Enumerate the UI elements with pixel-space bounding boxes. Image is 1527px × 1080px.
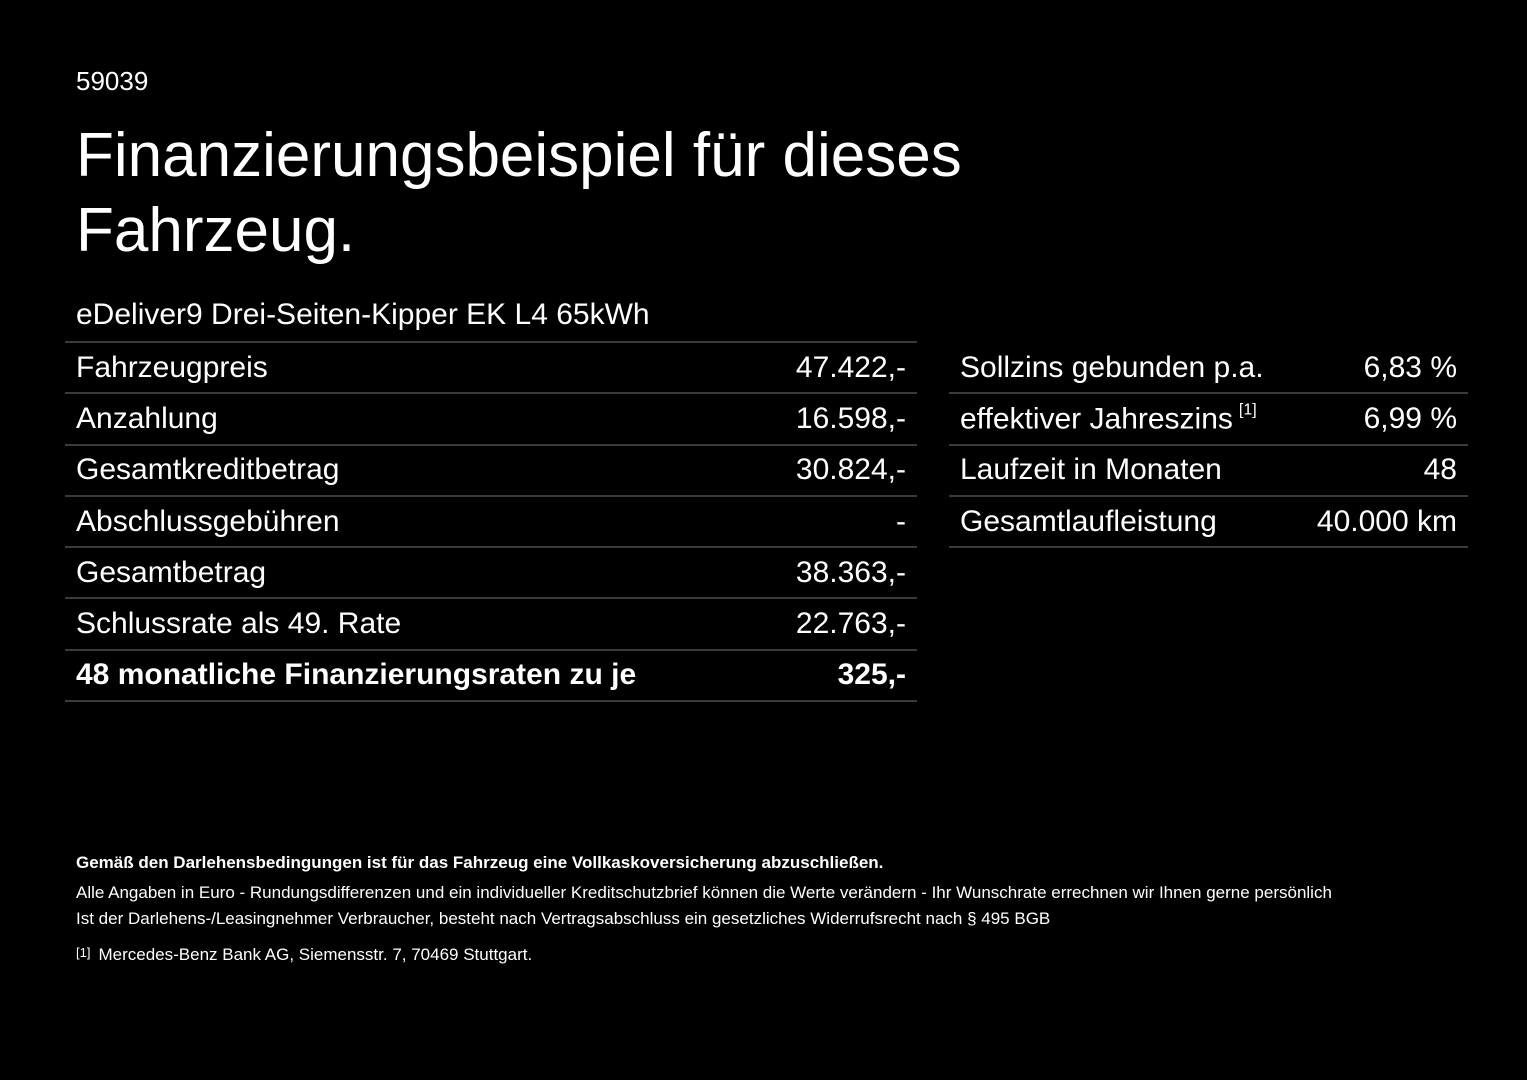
row-value: - (896, 504, 906, 538)
insurance-notice: Gemäß den Darlehensbedingungen ist für d… (76, 853, 884, 872)
table-row: Abschlussgebühren - (65, 497, 917, 549)
row-label: Anzahlung (76, 401, 218, 435)
row-label: 48 monatliche Finanzierungsraten zu je (76, 658, 637, 692)
row-value: 16.598,- (795, 401, 906, 435)
title: Finanzierungsbeispiel für dieses Fahrzeu… (76, 121, 962, 265)
row-label: Fahrzeugpreis (76, 350, 268, 384)
table-row: Laufzeit in Monaten 48 (949, 446, 1468, 497)
disclaimer: Ist der Darlehens-/Leasingnehmer Verbrau… (76, 909, 1051, 928)
vehicle-name: eDeliver9 Drei-Seiten-Kipper EK L4 65kWh (76, 298, 650, 331)
row-value: 30.824,- (795, 453, 906, 487)
footnote-ref: [1] (1238, 401, 1257, 419)
table-row: Sollzins gebunden p.a. 6,83 % (949, 343, 1468, 395)
row-label: Gesamtkreditbetrag (76, 453, 340, 487)
row-label: Sollzins gebunden p.a. (960, 350, 1264, 384)
row-value: 6,99 % (1363, 401, 1457, 435)
row-value: 6,83 % (1363, 350, 1457, 384)
row-label: effektiver Jahreszins [1] (960, 401, 1257, 436)
row-value: 47.422,- (795, 350, 906, 384)
row-label: Schlussrate als 49. Rate (76, 607, 402, 641)
table-row: 48 monatliche Finanzierungsraten zu je 32… (65, 651, 917, 703)
row-value: 38.363,- (795, 555, 906, 589)
row-value: 22.763,- (795, 607, 906, 641)
table-row: Anzahlung 16.598,- (65, 394, 917, 446)
row-label: Abschlussgebühren (76, 504, 340, 538)
table-row: Schlussrate als 49. Rate 22.763,- (65, 599, 917, 651)
vehicle-id: 59039 (76, 66, 149, 96)
table-row: Fahrzeugpreis 47.422,- (65, 343, 917, 395)
table-row: Gesamtkreditbetrag 30.824,- (65, 446, 917, 497)
row-label: Gesamtlaufleistung (960, 504, 1217, 538)
row-label: Laufzeit in Monaten (960, 453, 1222, 487)
footnote-text: Mercedes-Benz Bank AG, Siemensstr. 7, 70… (98, 945, 533, 964)
row-value: 48 (1423, 453, 1457, 487)
terms-table: Sollzins gebunden p.a. 6,83 % effektiver J… (949, 343, 1468, 549)
table-row: Gesamtlaufleistung 40.000 km (949, 497, 1468, 549)
row-value: 40.000 km (1316, 504, 1457, 538)
disclaimer: Alle Angaben in Euro - Rundungsdifferenz… (76, 883, 1332, 902)
financing-table: Fahrzeugpreis 47.422,- Anzahlung 16.598,- Ge… (65, 341, 917, 703)
row-label: Gesamtbetrag (76, 555, 267, 589)
row-value: 325,- (837, 658, 906, 692)
footnote-marker: [1] (76, 945, 91, 960)
footnote: [1] Mercedes-Benz Bank AG, Siemensstr. 7,… (76, 945, 532, 965)
table-row: Gesamtbetrag 38.363,- (65, 548, 917, 600)
table-row: effektiver Jahreszins [1] 6,99 % (949, 394, 1468, 446)
